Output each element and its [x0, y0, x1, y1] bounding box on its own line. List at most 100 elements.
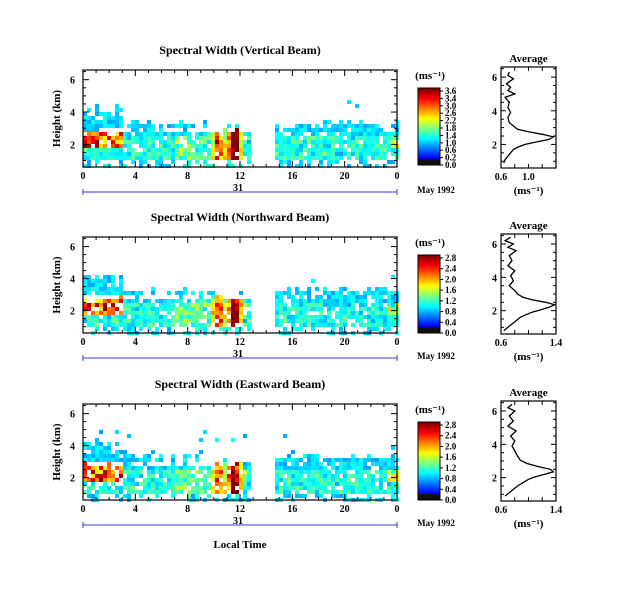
colorbar-tick: 1.4: [445, 130, 457, 140]
average-profile: Average 2 4 6 0.6 1.4 (ms⁻¹): [492, 387, 562, 530]
day-label: 31: [233, 183, 243, 194]
average-x-tick: 1.0: [522, 172, 535, 183]
colorbar-tick: 2.6: [445, 108, 457, 118]
average-y-tick: 2: [492, 474, 497, 485]
x-tick-label: 12: [235, 171, 245, 182]
colorbar-unit: (ms⁻¹): [415, 70, 445, 82]
average-profile: Average 2 4 6 0.6 1.0 (ms⁻¹): [492, 53, 557, 197]
y-tick-label: 4: [70, 275, 75, 286]
y-tick-label: 2: [70, 307, 75, 318]
colorbar-tick: 2.0: [445, 441, 457, 451]
x-tick-label: 12: [235, 504, 245, 515]
colorbar-tick: 2.4: [445, 264, 457, 274]
y-axis: 2 4 6 Height (km): [51, 238, 397, 328]
x-tick-label: 0: [81, 504, 86, 515]
panel-title: Spectral Width (Vertical Beam): [159, 43, 320, 57]
x-axis: 0 4 8 12 16 20 0 31 May 1992: [81, 237, 455, 361]
x-tick-label: 16: [287, 337, 297, 348]
average-y-tick: 4: [492, 440, 497, 451]
y-tick-label: 6: [70, 243, 75, 254]
x-tick-label: 4: [133, 337, 138, 348]
day-label: 31: [233, 516, 243, 527]
average-x-tick: 1.4: [550, 338, 563, 349]
colorbar: (ms⁻¹)2.82.42.01.61.20.80.40.0: [415, 237, 457, 338]
colorbar-tick: 1.6: [445, 452, 457, 462]
colorbar-tick: 1.0: [445, 138, 457, 148]
average-x-tick: 0.6: [495, 338, 508, 349]
colorbar-tick: 0.0: [445, 328, 457, 338]
average-y-tick: 2: [492, 140, 497, 151]
colorbar-tick: 3.0: [445, 101, 457, 111]
colorbar-tick: 1.2: [445, 296, 457, 306]
average-x-label: (ms⁻¹): [514, 351, 544, 363]
colorbar-tick: 0.4: [445, 317, 457, 327]
average-title: Average: [509, 53, 547, 65]
x-tick-label: 20: [340, 504, 350, 515]
colorbar-unit: (ms⁻¹): [415, 404, 445, 416]
x-tick-label: 4: [133, 504, 138, 515]
x-axis: 0 4 8 12 16 20 0 31 May 1992: [81, 404, 455, 528]
x-tick-label: 0: [81, 337, 86, 348]
average-y-tick: 6: [492, 240, 497, 251]
colorbar-tick: 0.8: [445, 474, 457, 484]
average-x-label: (ms⁻¹): [514, 518, 544, 530]
panel-1: Spectral Width (Vertical Beam)0 4 8 12 16 20 0…: [51, 43, 557, 197]
panel-title: Spectral Width (Northward Beam): [151, 210, 330, 224]
average-y-tick: 4: [492, 107, 497, 118]
y-tick-label: 4: [70, 442, 75, 453]
y-tick-label: 6: [70, 410, 75, 421]
x-tick-label: 0: [81, 171, 86, 182]
average-frame: [500, 66, 557, 169]
x-tick-label: 16: [287, 171, 297, 182]
colorbar-tick: 0.0: [445, 495, 457, 505]
average-x-tick: 0.6: [495, 505, 508, 516]
heatmap: [83, 430, 399, 502]
x-axis-label: Local Time: [213, 539, 266, 551]
colorbar: (ms⁻¹)2.82.42.01.61.20.80.40.0: [415, 404, 457, 505]
y-axis-label: Height (km): [51, 256, 63, 313]
x-tick-label: 0: [395, 337, 400, 348]
average-y-tick: 4: [492, 273, 497, 284]
y-axis-label: Height (km): [51, 90, 63, 147]
date-label: May 1992: [417, 351, 455, 361]
average-x-tick: 1.4: [550, 505, 563, 516]
date-label: May 1992: [417, 185, 455, 195]
day-label: 31: [233, 349, 243, 360]
average-y-tick: 2: [492, 307, 497, 318]
colorbar-tick: 1.2: [445, 463, 457, 473]
colorbar-tick: 2.8: [445, 253, 457, 263]
colorbar-tick: 0.8: [445, 307, 457, 317]
average-y-tick: 6: [492, 407, 497, 418]
x-tick-label: 16: [287, 504, 297, 515]
average-title: Average: [509, 220, 547, 232]
panel-title: Spectral Width (Eastward Beam): [155, 377, 326, 391]
y-axis: 2 4 6 Height (km): [51, 71, 397, 162]
y-tick-label: 2: [70, 140, 75, 151]
colorbar-tick: 0.4: [445, 484, 457, 494]
x-tick-label: 0: [395, 171, 400, 182]
colorbar-tick: 0.0: [445, 160, 457, 170]
x-tick-label: 8: [185, 171, 190, 182]
average-frame: [500, 233, 557, 335]
colorbar-tick: 0.2: [445, 153, 457, 163]
colorbar-tick: 3.6: [445, 86, 457, 96]
panel-3: Spectral Width (Eastward Beam)0 4 8 12 16 20 0…: [51, 377, 562, 530]
colorbar-unit: (ms⁻¹): [415, 237, 445, 249]
colorbar-tick: 2.4: [445, 431, 457, 441]
y-axis-label: Height (km): [51, 423, 63, 480]
x-tick-label: 20: [340, 171, 350, 182]
y-tick-label: 4: [70, 108, 75, 119]
average-profile-line: [503, 236, 557, 332]
colorbar-tick: 2.0: [445, 274, 457, 284]
x-tick-label: 12: [235, 337, 245, 348]
x-tick-label: 8: [185, 504, 190, 515]
x-tick-label: 8: [185, 337, 190, 348]
average-profile: Average 2 4 6 0.6 1.4 (ms⁻¹): [492, 220, 562, 363]
average-profile-line: [503, 71, 556, 164]
x-tick-label: 0: [395, 504, 400, 515]
average-y-tick: 6: [492, 73, 497, 84]
colorbar-tick: 1.8: [445, 123, 457, 133]
colorbar-tick: 0.6: [445, 145, 457, 155]
colorbar-tick: 2.8: [445, 420, 457, 430]
